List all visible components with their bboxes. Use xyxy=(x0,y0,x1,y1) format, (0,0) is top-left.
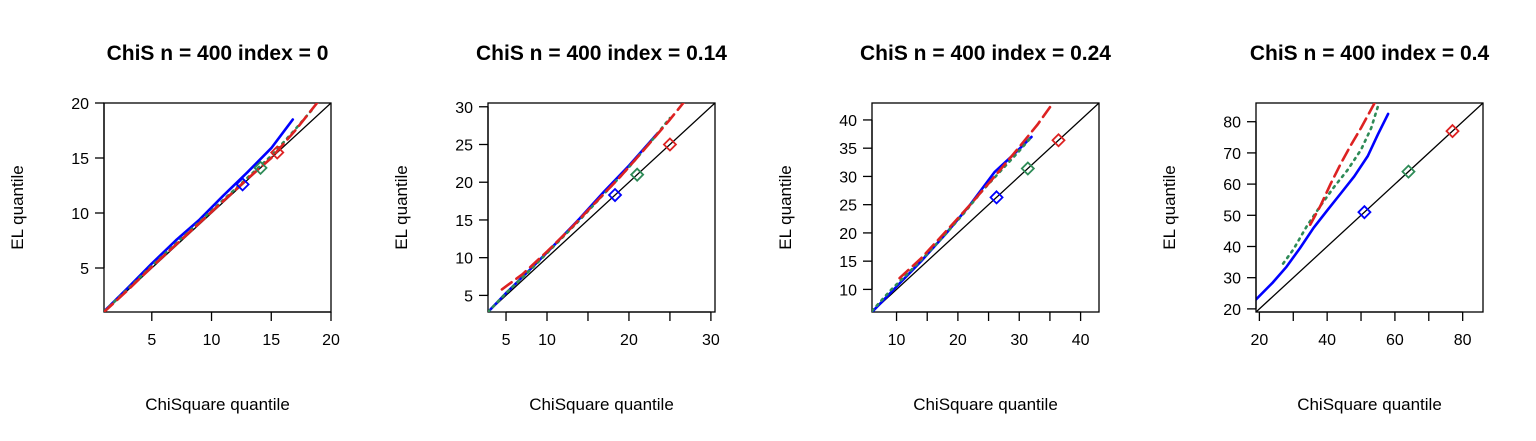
diamond-marker-2 xyxy=(1020,161,1036,176)
y-tick-label: 20 xyxy=(839,226,857,243)
y-tick-label: 35 xyxy=(839,141,857,158)
y-tick-label: 15 xyxy=(839,254,857,271)
diamond-marker-2 xyxy=(1401,164,1416,179)
diamond-marker-1 xyxy=(235,177,250,192)
y-tick-label: 25 xyxy=(455,137,473,154)
reference-line xyxy=(872,103,1099,312)
y-tick-label: 20 xyxy=(1223,302,1241,319)
y-tick-label: 20 xyxy=(71,96,89,113)
diamond-marker-1 xyxy=(607,187,623,203)
y-tick-label: 20 xyxy=(455,175,473,192)
reference-line xyxy=(1256,103,1483,312)
x-axis-label: ChiSquare quantile xyxy=(1297,395,1442,414)
series-line-3 xyxy=(500,103,685,291)
chart-panel-4: ChiS n = 400 index = 0.4 20 40 60 80 20 30 40 50… xyxy=(1160,42,1489,414)
x-tick-label: 15 xyxy=(262,332,280,349)
x-tick-label: 10 xyxy=(538,332,556,349)
y-tick-label: 70 xyxy=(1223,146,1241,163)
x-tick-label: 20 xyxy=(1250,332,1268,349)
y-tick-label: 40 xyxy=(839,113,857,130)
x-tick-label: 30 xyxy=(702,332,720,349)
y-tick-label: 40 xyxy=(1223,239,1241,256)
chart-panel-2: ChiS n = 400 index = 0.14 5 10 20 30 5 10 15 20 2… xyxy=(392,42,727,414)
chart-title: ChiS n = 400 index = 0.24 xyxy=(860,42,1111,65)
diamond-marker-3 xyxy=(1445,123,1460,139)
y-tick-label: 15 xyxy=(71,151,89,168)
x-axis-label: ChiSquare quantile xyxy=(145,395,290,414)
y-axis-label: EL quantile xyxy=(392,165,411,249)
x-axis-label: ChiSquare quantile xyxy=(913,395,1058,414)
y-tick-label: 5 xyxy=(464,288,473,305)
y-tick-label: 10 xyxy=(71,206,89,223)
chart-panel-3: ChiS n = 400 index = 0.24 10 20 30 40 10 15 20 2… xyxy=(776,42,1111,414)
diamond-marker-3 xyxy=(269,145,285,160)
diamond-marker-2 xyxy=(629,167,645,182)
x-tick-label: 40 xyxy=(1072,332,1090,349)
x-tick-label: 30 xyxy=(1010,332,1028,349)
chart-title: ChiS n = 400 index = 0 xyxy=(107,42,329,65)
y-tick-label: 30 xyxy=(455,100,473,117)
y-tick-label: 5 xyxy=(80,261,89,278)
series-line-1 xyxy=(1256,112,1390,301)
y-tick-label: 25 xyxy=(839,198,857,215)
diamond-marker-3 xyxy=(662,137,678,152)
series-line-3 xyxy=(104,103,319,312)
diamond-marker-1 xyxy=(989,190,1004,205)
y-tick-label: 80 xyxy=(1223,115,1241,132)
series-line-3 xyxy=(898,103,1055,280)
x-tick-label: 5 xyxy=(502,332,511,349)
chart-title: ChiS n = 400 index = 0.14 xyxy=(476,42,727,65)
y-axis-label: EL quantile xyxy=(8,165,27,249)
y-tick-label: 60 xyxy=(1223,177,1241,194)
series-line-1 xyxy=(104,118,295,312)
series-line-2 xyxy=(1281,104,1380,265)
reference-line xyxy=(488,103,715,312)
series-line-3 xyxy=(1308,103,1376,226)
x-tick-label: 40 xyxy=(1318,332,1336,349)
chart-panel-1: ChiS n = 400 index = 0 5 10 15 20 5 10 15 20 ChiS… xyxy=(8,42,340,414)
x-tick-label: 80 xyxy=(1454,332,1472,349)
x-axis-label: ChiSquare quantile xyxy=(529,395,674,414)
diamond-marker-3 xyxy=(1051,133,1066,148)
x-tick-label: 20 xyxy=(949,332,967,349)
x-tick-label: 60 xyxy=(1386,332,1404,349)
diamond-marker-2 xyxy=(253,160,268,176)
diamond-marker-1 xyxy=(1357,204,1372,220)
chart-title: ChiS n = 400 index = 0.4 xyxy=(1250,42,1490,65)
x-tick-label: 10 xyxy=(203,332,221,349)
x-tick-label: 5 xyxy=(147,332,156,349)
x-tick-label: 20 xyxy=(322,332,340,349)
y-tick-label: 30 xyxy=(1223,271,1241,288)
y-tick-label: 10 xyxy=(455,251,473,268)
y-tick-label: 50 xyxy=(1223,208,1241,225)
y-axis-label: EL quantile xyxy=(776,165,795,249)
series-line-2 xyxy=(488,116,672,312)
y-tick-label: 15 xyxy=(455,213,473,230)
x-tick-label: 20 xyxy=(620,332,638,349)
x-tick-label: 10 xyxy=(888,332,906,349)
y-tick-label: 10 xyxy=(839,282,857,299)
y-tick-label: 30 xyxy=(839,169,857,186)
y-axis-label: EL quantile xyxy=(1160,165,1179,249)
